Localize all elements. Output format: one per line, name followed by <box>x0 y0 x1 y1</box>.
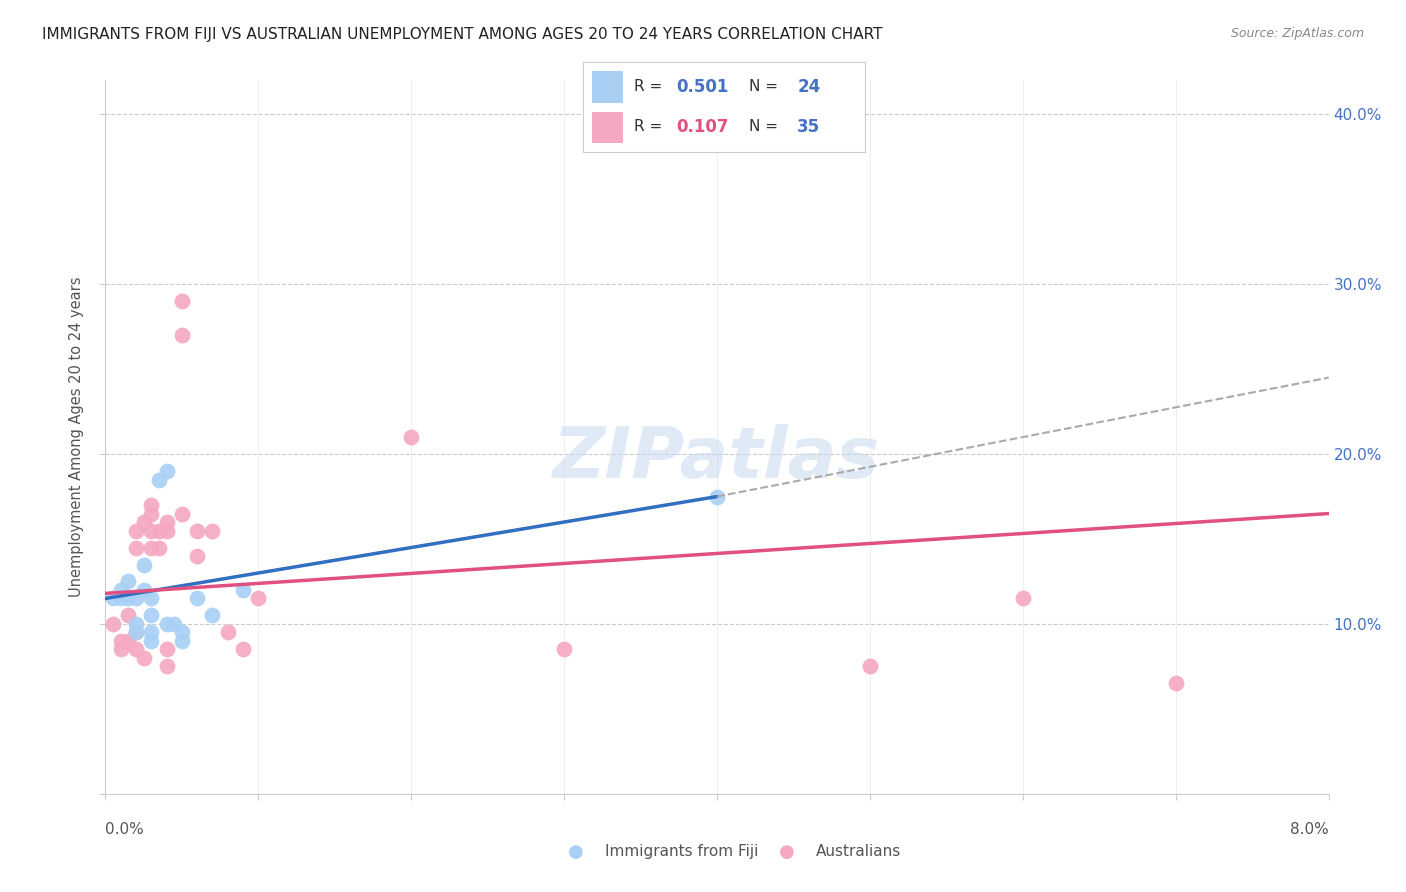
Point <box>553 642 575 657</box>
Point <box>117 608 139 623</box>
Text: N =: N = <box>749 79 783 94</box>
Text: 35: 35 <box>797 118 820 136</box>
Point <box>186 549 208 563</box>
Point <box>186 591 208 606</box>
Point <box>110 634 132 648</box>
Text: IMMIGRANTS FROM FIJI VS AUSTRALIAN UNEMPLOYMENT AMONG AGES 20 TO 24 YEARS CORREL: IMMIGRANTS FROM FIJI VS AUSTRALIAN UNEMP… <box>42 27 883 42</box>
Text: ZIPatlas: ZIPatlas <box>554 424 880 493</box>
Point <box>117 591 139 606</box>
Point <box>148 473 170 487</box>
Text: R =: R = <box>634 120 668 134</box>
Point <box>117 574 139 589</box>
Text: 24: 24 <box>797 78 821 95</box>
Point <box>141 498 163 512</box>
Text: Source: ZipAtlas.com: Source: ZipAtlas.com <box>1230 27 1364 40</box>
Point <box>110 582 132 597</box>
Point <box>201 608 224 623</box>
Bar <box>592 112 623 143</box>
Point <box>141 524 163 538</box>
Y-axis label: Unemployment Among Ages 20 to 24 years: Unemployment Among Ages 20 to 24 years <box>69 277 84 598</box>
Point <box>156 659 179 673</box>
Point <box>156 642 179 657</box>
Point <box>125 617 148 632</box>
Point <box>125 625 148 640</box>
Point <box>170 634 193 648</box>
Point <box>247 591 270 606</box>
Point <box>1164 676 1187 690</box>
Text: ●: ● <box>779 843 794 861</box>
Point <box>125 591 148 606</box>
Point <box>170 625 193 640</box>
Point <box>125 642 148 657</box>
Point <box>232 642 254 657</box>
Point <box>170 328 193 343</box>
Text: ●: ● <box>568 843 583 861</box>
Point <box>706 490 728 504</box>
Point <box>401 430 423 444</box>
Point <box>156 524 179 538</box>
Point <box>156 617 179 632</box>
Point <box>132 515 155 529</box>
Text: R =: R = <box>634 79 668 94</box>
Point <box>232 582 254 597</box>
Point <box>125 541 148 555</box>
Point <box>148 524 170 538</box>
Text: Australians: Australians <box>815 845 901 859</box>
Point <box>141 634 163 648</box>
Point <box>141 541 163 555</box>
Text: 8.0%: 8.0% <box>1289 822 1329 837</box>
Point <box>201 524 224 538</box>
Text: 0.107: 0.107 <box>676 118 728 136</box>
Point <box>141 608 163 623</box>
Point <box>163 617 186 632</box>
Bar <box>592 71 623 103</box>
Point <box>125 625 148 640</box>
Text: N =: N = <box>749 120 783 134</box>
Point <box>141 625 163 640</box>
Point <box>156 515 179 529</box>
Point <box>859 659 882 673</box>
Point <box>101 591 124 606</box>
Point <box>101 617 124 632</box>
Point <box>110 591 132 606</box>
Point <box>148 541 170 555</box>
Point <box>132 558 155 572</box>
Point <box>1011 591 1033 606</box>
Point <box>132 582 155 597</box>
Point <box>141 507 163 521</box>
Point <box>141 591 163 606</box>
Point <box>217 625 239 640</box>
Point <box>110 642 132 657</box>
Point <box>186 524 208 538</box>
Point <box>117 634 139 648</box>
Text: Immigrants from Fiji: Immigrants from Fiji <box>605 845 758 859</box>
Point <box>170 507 193 521</box>
Point <box>132 651 155 665</box>
Text: 0.0%: 0.0% <box>105 822 145 837</box>
Point <box>125 524 148 538</box>
Text: 0.501: 0.501 <box>676 78 728 95</box>
Point <box>170 294 193 309</box>
Point <box>156 464 179 478</box>
